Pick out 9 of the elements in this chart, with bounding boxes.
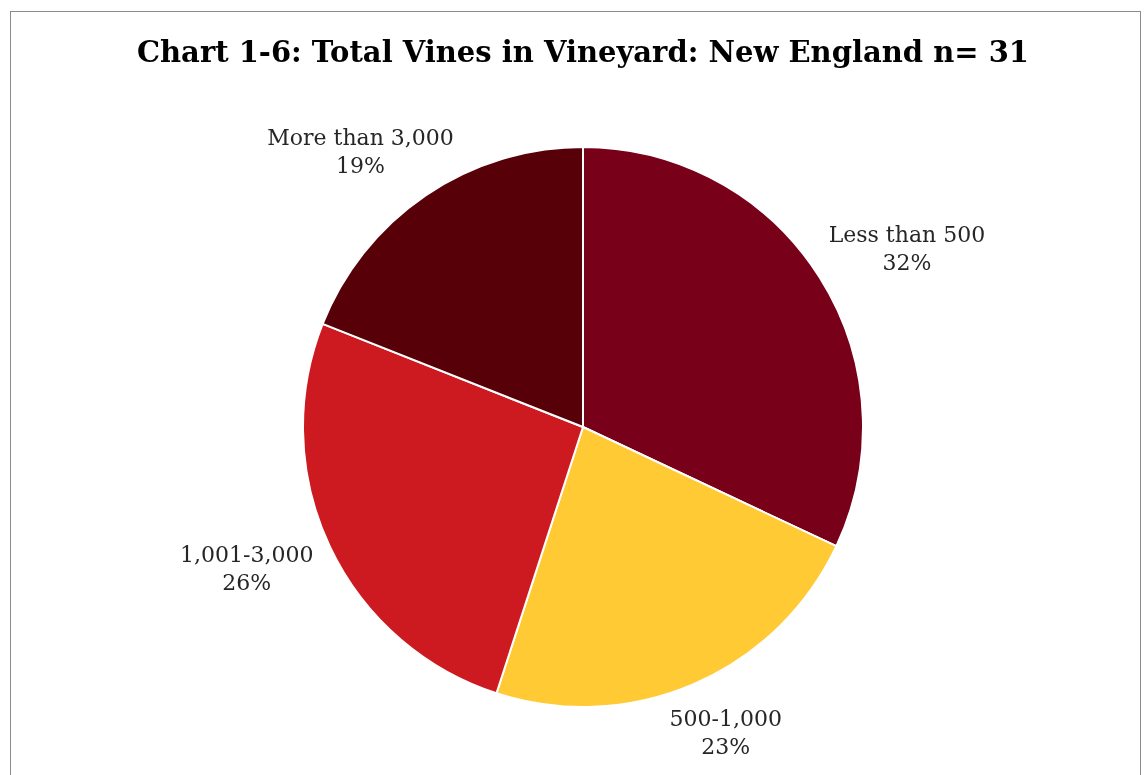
data-label: 19% [336,153,386,179]
chart-title: Chart 1-6: Total Vines in Vineyard: New England n= 31 [136,35,1030,69]
slice-label: Less than 500 [828,222,986,248]
slice-label: 500-1,000 [669,706,782,732]
slice-label: 1,001-3,000 [180,542,314,568]
data-label: 26% [222,570,272,596]
slice-label: More than 3,000 [267,125,454,151]
data-label: 23% [701,734,751,760]
data-label: 32% [882,250,932,276]
